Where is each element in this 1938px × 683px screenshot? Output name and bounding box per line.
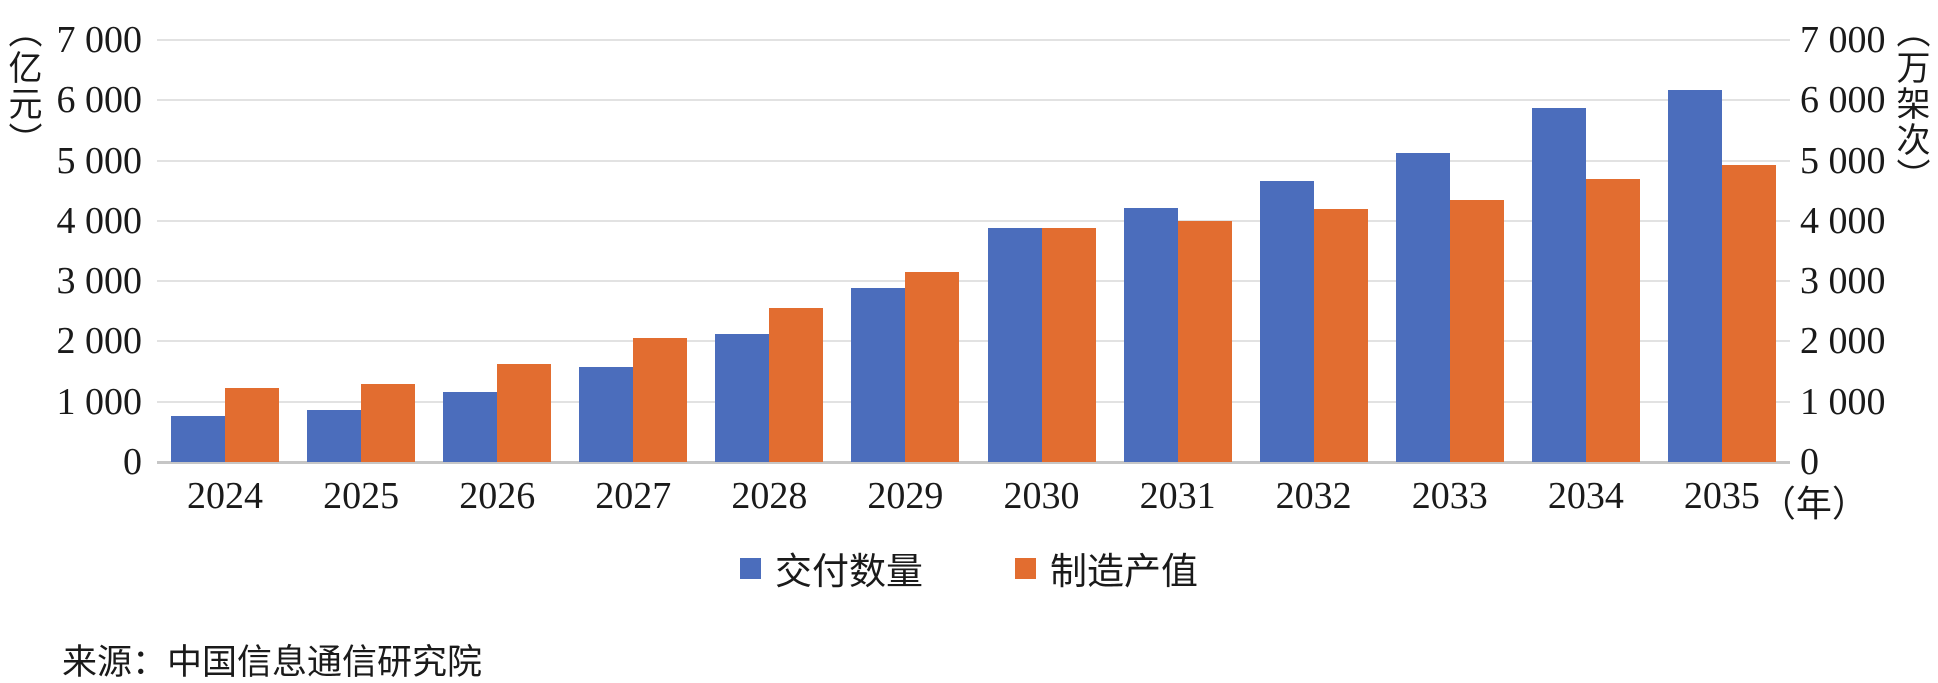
x-axis-label-2027: 2027 (595, 475, 672, 517)
bar-制造产值-2033 (1449, 199, 1504, 462)
x-axis-labels: 2024 2025 2026 2027 2028 2029 2030 2031 2032 2033… (157, 474, 1868, 524)
gridline-1000 (157, 400, 1790, 403)
bar-制造产值-2030 (1041, 228, 1096, 462)
bar-group-2025 (293, 40, 429, 462)
x-axis-label-2026: 2026 (459, 475, 536, 517)
x-axis-label-2025: 2025 (323, 475, 400, 517)
right-axis-tick-2000: 2 000 (1800, 320, 1886, 363)
gridline-7000 (157, 39, 1790, 41)
x-axis-unit-suffix: （年） (1759, 484, 1868, 524)
bar-制造产值-2035 (1721, 164, 1776, 462)
bar-制造产值-2034 (1585, 178, 1640, 462)
x-axis-label-slot-2028: 2028 (701, 474, 837, 518)
legend-item-delivery-count: 交付数量 (740, 541, 923, 595)
right-axis-tick-0: 0 (1800, 441, 1819, 483)
bar-group-2034 (1518, 40, 1654, 462)
x-axis-label-2029: 2029 (867, 475, 944, 517)
bar-group-2031 (1110, 40, 1246, 462)
left-axis-tick-6000: 6 000 (56, 79, 143, 122)
x-axis-label-slot-2024: 2024 (157, 474, 293, 518)
bar-group-2028 (701, 40, 837, 462)
gridline-5000 (157, 159, 1790, 162)
bar-交付数量-2033 (1395, 152, 1450, 462)
bar-制造产值-2024 (225, 388, 280, 462)
right-axis-tick-3000: 3 000 (1800, 260, 1886, 303)
bar-交付数量-2026 (443, 392, 498, 462)
left-axis-tick-2000: 2 000 (56, 320, 143, 363)
x-axis-label-2031: 2031 (1139, 475, 1216, 517)
bar-交付数量-2024 (171, 416, 226, 462)
right-axis-tick-5000: 5 000 (1800, 139, 1886, 182)
bar-group-2035 (1654, 40, 1790, 462)
x-axis-label-slot-2027: 2027 (565, 474, 701, 518)
left-axis-tick-4000: 4 000 (56, 199, 143, 242)
x-axis-label-slot-2035: 2035 （年） (1654, 474, 1868, 524)
x-axis-label-2028: 2028 (731, 475, 808, 517)
bar-制造产值-2026 (497, 363, 552, 462)
x-axis-label-slot-2030: 2030 (973, 474, 1109, 518)
bar-group-2027 (565, 40, 701, 462)
gridline-2000 (157, 340, 1790, 343)
bar-交付数量-2025 (307, 410, 362, 462)
bar-交付数量-2031 (1123, 207, 1178, 462)
x-axis-label-2032: 2032 (1275, 475, 1352, 517)
plot-area (157, 39, 1790, 462)
left-axis-tick-1000: 1 000 (56, 380, 143, 423)
right-axis-tick-1000: 1 000 (1800, 380, 1886, 423)
gridline-3000 (157, 280, 1790, 283)
bar-制造产值-2029 (905, 271, 960, 462)
bar-交付数量-2032 (1259, 181, 1314, 462)
left-axis-tick-7000: 7 000 (56, 19, 143, 61)
bar-交付数量-2034 (1531, 108, 1586, 462)
source-note: 来源：中国信息通信研究院 (62, 643, 483, 682)
x-axis-label-2030: 2030 (1003, 475, 1080, 517)
gridline-6000 (157, 99, 1790, 102)
left-axis-unit-label: （亿元） (3, 14, 40, 158)
x-axis-label-2035: 2035 （年） (1684, 474, 1868, 524)
x-axis-label-2033: 2033 (1411, 475, 1488, 517)
x-axis-label-slot-2031: 2031 (1110, 474, 1246, 518)
legend-swatch-manufacturing-value (1015, 557, 1036, 579)
x-axis-label-2034: 2034 (1547, 475, 1624, 517)
x-axis-label-slot-2029: 2029 (837, 474, 973, 518)
bar-制造产值-2028 (769, 307, 824, 462)
bar-group-2030 (973, 40, 1109, 462)
bar-制造产值-2025 (361, 384, 416, 462)
x-axis-label-2024: 2024 (187, 475, 264, 517)
right-axis-tick-4000: 4 000 (1800, 199, 1886, 242)
x-axis-line (157, 461, 1790, 464)
x-axis-label-slot-2026: 2026 (429, 474, 565, 518)
x-axis-label-slot-2025: 2025 (293, 474, 429, 518)
legend-label-manufacturing-value: 制造产值 (1050, 552, 1198, 593)
x-axis-label-slot-2032: 2032 (1246, 474, 1382, 518)
bar-交付数量-2027 (579, 367, 634, 462)
x-axis-label-slot-2034: 2034 (1518, 474, 1654, 518)
bar-group-2033 (1382, 40, 1518, 462)
bar-交付数量-2028 (715, 333, 770, 462)
x-axis-label-slot-2033: 2033 (1382, 474, 1518, 518)
legend-label-delivery-count: 交付数量 (775, 552, 923, 593)
bar-制造产值-2031 (1177, 220, 1232, 462)
legend: 交付数量 制造产值 (0, 541, 1938, 595)
right-axis-unit-label: （万架次） (1891, 14, 1928, 194)
bar-group-2029 (837, 40, 973, 462)
right-axis-tick-7000: 7 000 (1800, 19, 1886, 61)
left-axis-tick-5000: 5 000 (56, 139, 143, 182)
legend-item-manufacturing-value: 制造产值 (1015, 541, 1198, 595)
bar-series-container (157, 40, 1790, 462)
bar-制造产值-2032 (1313, 208, 1368, 462)
legend-swatch-delivery-count (740, 557, 761, 579)
gridline-4000 (157, 219, 1790, 222)
bar-交付数量-2029 (851, 288, 906, 462)
bar-group-2032 (1246, 40, 1382, 462)
right-axis-tick-6000: 6 000 (1800, 79, 1886, 122)
bar-group-2024 (157, 40, 293, 462)
bar-交付数量-2030 (987, 228, 1042, 462)
bar-交付数量-2035 (1667, 90, 1722, 462)
left-axis-tick-0: 0 (123, 441, 142, 483)
left-axis-tick-3000: 3 000 (56, 260, 143, 303)
bar-制造产值-2027 (633, 338, 688, 462)
bar-group-2026 (429, 40, 565, 462)
